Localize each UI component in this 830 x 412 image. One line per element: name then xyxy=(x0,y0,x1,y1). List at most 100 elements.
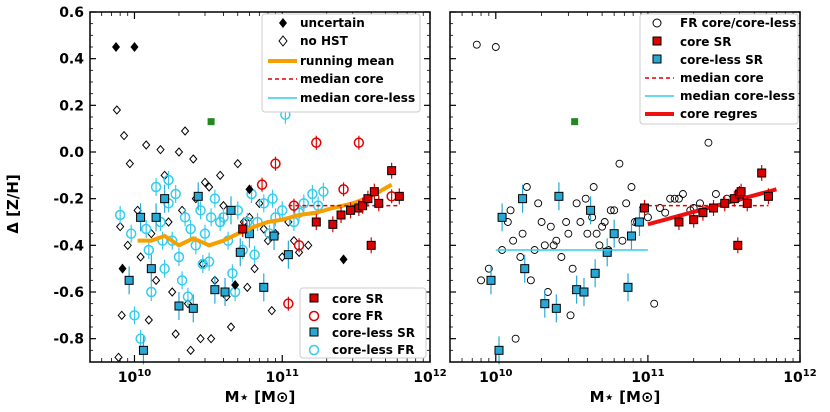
coreless-fr-point xyxy=(176,275,188,286)
legend-core-sr-label: core SR xyxy=(332,292,383,306)
no-hst-point xyxy=(294,247,304,258)
left-xtick-label: 1010 xyxy=(118,368,151,386)
coreless-sr-point xyxy=(590,268,600,278)
legend-r-core-sr-label: core SR xyxy=(680,35,731,49)
fr-core-coreless-point xyxy=(615,159,624,168)
coreless-fr-point xyxy=(140,223,152,235)
legend-no-hst-marker xyxy=(278,35,288,47)
coreless-fr-point xyxy=(114,209,126,221)
left-ytick-label: -0.2 xyxy=(53,192,84,208)
left-ytick-label: 0.4 xyxy=(59,52,84,68)
left-x-axis-label: M⋆ [M⊙] xyxy=(225,388,296,406)
core-sr-point xyxy=(328,219,338,229)
coreless-sr-point xyxy=(486,275,496,285)
core-sr-point xyxy=(720,198,730,208)
left-ytick-label: -0.6 xyxy=(53,285,84,301)
core-sr-point xyxy=(736,187,746,197)
fr-core-coreless-point xyxy=(511,334,520,343)
coreless-fr-point xyxy=(197,258,209,270)
legend-core-regres-label: core regres xyxy=(680,107,757,121)
coreless-sr-point xyxy=(259,282,269,292)
legend-coreless-fr-label: core-less FR xyxy=(332,343,415,357)
core-sr-point xyxy=(366,240,376,250)
right-legend: FR core/core-less core SR core-less SR m… xyxy=(639,13,799,125)
right-xtick-label: 1012 xyxy=(783,368,816,386)
coreless-sr-point xyxy=(174,301,184,311)
fr-core-coreless-point xyxy=(598,222,607,231)
no-hst-point xyxy=(243,282,252,293)
coreless-sr-point xyxy=(540,299,550,309)
fr-core-coreless-point xyxy=(622,199,631,208)
legend-r-median-core-label: median core xyxy=(680,71,764,85)
legend-median-core-label: median core xyxy=(300,72,384,86)
uncertain-point xyxy=(130,42,139,52)
coreless-fr-point xyxy=(135,333,146,344)
coreless-fr-point xyxy=(195,205,206,216)
coreless-sr-point xyxy=(623,282,633,292)
left-panel: -0.8-0.6-0.4-0.20.00.20.40.6 1010 1011 101… xyxy=(53,5,446,406)
coreless-sr-point xyxy=(572,285,582,295)
legend-fr-core-coreless-label: FR core/core-less xyxy=(680,16,796,30)
no-hst-point xyxy=(206,333,216,344)
no-hst-point xyxy=(123,240,132,251)
legend-r-median-coreless-label: median core-less xyxy=(680,89,795,103)
no-hst-point xyxy=(125,158,134,169)
fr-core-coreless-point xyxy=(484,264,493,273)
core-sr-point xyxy=(394,191,404,201)
no-hst-point xyxy=(112,105,122,115)
no-hst-point xyxy=(168,287,177,297)
left-ytick-label: 0.6 xyxy=(59,5,84,21)
core-fr-point xyxy=(293,240,305,251)
no-hst-point xyxy=(250,263,259,274)
no-hst-point xyxy=(189,154,198,164)
coreless-fr-point xyxy=(199,228,211,239)
legend-uncertain-label: uncertain xyxy=(300,16,365,30)
legend-running-mean-label: running mean xyxy=(300,54,394,68)
core-sr-point xyxy=(698,208,708,218)
right-xtick-label: 1011 xyxy=(631,368,664,386)
uncertain-point xyxy=(112,42,121,52)
fr-core-coreless-point xyxy=(595,241,604,250)
no-hst-point xyxy=(226,322,236,332)
coreless-sr-point xyxy=(520,264,530,274)
coreless-fr-point xyxy=(163,174,174,186)
fr-core-coreless-point xyxy=(562,218,571,226)
coreless-fr-point xyxy=(307,188,318,200)
fr-core-coreless-point xyxy=(552,236,561,245)
legend-fr-core-coreless-marker xyxy=(652,18,662,28)
coreless-sr-point xyxy=(226,205,236,215)
fr-core-coreless-point xyxy=(674,194,683,203)
coreless-fr-point xyxy=(150,181,162,193)
legend-uncertain-marker xyxy=(279,18,287,28)
coreless-fr-point xyxy=(267,193,278,204)
legend-coreless-sr-marker xyxy=(309,327,319,337)
legend-coreless-sr-label: core-less SR xyxy=(332,326,415,340)
coreless-fr-point xyxy=(159,263,170,274)
fr-core-coreless-point xyxy=(643,213,652,222)
no-hst-point xyxy=(142,140,151,150)
coreless-fr-point xyxy=(179,212,191,223)
fr-core-coreless-point xyxy=(540,241,549,250)
coreless-fr-point xyxy=(276,205,288,216)
fr-core-coreless-point xyxy=(557,253,566,261)
coreless-fr-point xyxy=(205,212,217,223)
core-sr-point xyxy=(709,203,719,213)
fr-core-coreless-point xyxy=(564,229,573,238)
right-x-axis-label: M⋆ [M⊙] xyxy=(590,388,661,406)
no-hst-point xyxy=(171,329,180,339)
uncertain-point xyxy=(118,263,127,274)
fr-core-coreless-point xyxy=(576,218,585,226)
legend-r-core-sr-marker xyxy=(652,36,662,46)
core-sr-point xyxy=(358,201,368,211)
green-point xyxy=(207,118,215,126)
fr-core-coreless-point xyxy=(516,253,525,261)
left-legend-top: uncertain no HST running mean median cor… xyxy=(261,13,421,113)
core-fr-point xyxy=(283,298,294,309)
no-hst-point xyxy=(117,310,126,321)
core-fr-point xyxy=(338,184,349,195)
core-fr-point xyxy=(256,179,268,190)
no-hst-point xyxy=(259,224,268,234)
fr-core-coreless-point xyxy=(537,218,546,226)
fr-core-coreless-point xyxy=(704,138,713,147)
fr-core-coreless-point xyxy=(696,199,704,208)
